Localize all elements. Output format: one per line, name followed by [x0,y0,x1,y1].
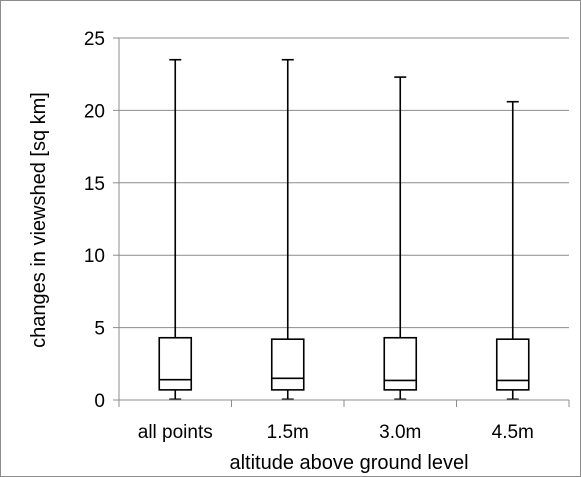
iqr-box-0 [158,336,193,391]
y-axis-title: changes in viewshed [sq km] [28,92,50,348]
box-group-0 [158,58,193,401]
x-tick-label-3: 4.5m [492,422,534,443]
iqr-box-1 [270,338,305,391]
box-group-2 [383,76,418,401]
box-series [158,58,530,401]
y-tick-label-1: 5 [94,319,105,340]
y-tick-label-4: 20 [84,101,105,122]
box-group-3 [495,100,530,401]
y-axis-ticks: 0 5 10 15 20 25 [84,29,119,412]
gridlines [119,37,569,329]
x-axis-ticks: all points 1.5m 3.0m 4.5m [118,400,570,443]
iqr-box-2 [383,336,418,391]
y-tick-label-3: 15 [84,174,105,195]
y-tick-label-0: 0 [94,391,105,412]
y-tick-label-5: 25 [84,29,105,50]
x-tick-label-1: 1.5m [267,422,309,443]
y-tick-label-2: 10 [84,246,105,267]
x-tick-label-2: 3.0m [379,422,421,443]
x-tick-label-0: all points [138,422,213,443]
iqr-box-3 [495,338,530,391]
box-group-1 [270,58,305,401]
x-axis-title: altitude above ground level [229,452,468,474]
